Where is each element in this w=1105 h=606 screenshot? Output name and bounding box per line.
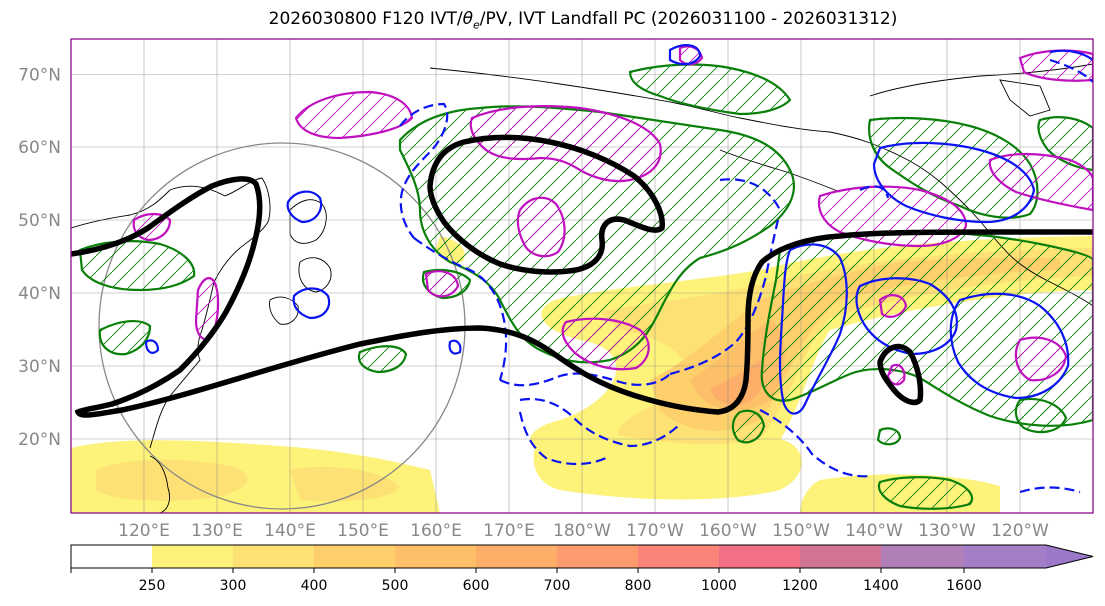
lon-label: 130°E: [191, 521, 243, 541]
colorbar-tick-label: 1600: [946, 578, 982, 594]
lon-label: 120°W: [991, 521, 1049, 541]
colorbar-segment: [476, 545, 557, 568]
lon-label: 140°W: [845, 521, 903, 541]
map-plot-area: [71, 39, 1093, 513]
lat-labels: 70°N 60°N 50°N 40°N 30°N 20°N: [18, 66, 61, 451]
colorbar-tick-label: 800: [625, 578, 652, 594]
colorbar-tick-label: 250: [139, 578, 166, 594]
colorbar-segment: [719, 545, 800, 568]
colorbar-tick-labels: 250 300 400 500 600 700 800 1000 1200 14…: [139, 578, 982, 594]
colorbar-tick-label: 1200: [782, 578, 818, 594]
colorbar-segment: [881, 545, 964, 568]
blue-dashed-contours: [399, 58, 1093, 494]
colorbar-segment: [71, 545, 152, 568]
page-title: 2026030800 F120 IVT/θe/PV, IVT Landfall …: [268, 9, 898, 32]
lon-label: 170°W: [626, 521, 684, 541]
colorbar-segment: [638, 545, 719, 568]
colorbar-segment: [557, 545, 638, 568]
colorbar-segment: [800, 545, 881, 568]
colorbar-extend-arrow: [1046, 545, 1093, 568]
blue-contours: [144, 44, 1093, 415]
colorbar-tick-label: 1000: [701, 578, 737, 594]
lon-label: 160°W: [699, 521, 757, 541]
colorbar: 250 300 400 500 600 700 800 1000 1200 14…: [70, 544, 1094, 594]
lon-label: 150°E: [337, 521, 389, 541]
lat-label: 30°N: [18, 357, 61, 377]
colorbar-segment: [152, 545, 233, 568]
colorbar-segment: [964, 545, 1046, 568]
lon-label: 120°E: [118, 521, 170, 541]
lon-label: 160°E: [410, 521, 462, 541]
colorbar-tick-label: 700: [544, 578, 571, 594]
colorbar-ticks: [70, 568, 965, 573]
lon-label: 130°W: [918, 521, 976, 541]
lat-label: 60°N: [18, 138, 61, 158]
colorbar-segment: [314, 545, 395, 568]
colorbar-segment: [233, 545, 314, 568]
lat-label: 40°N: [18, 284, 61, 304]
lon-label: 170°E: [483, 521, 535, 541]
lon-label: 180°W: [553, 521, 611, 541]
map-frame: [70, 38, 1094, 514]
lon-label: 140°E: [264, 521, 316, 541]
colorbar-frame: [70, 544, 1094, 569]
lon-labels: 120°E 130°E 140°E 150°E 160°E 170°E 180°…: [118, 521, 1049, 541]
colorbar-tick-label: 600: [463, 578, 490, 594]
thick-black-contours: [71, 134, 1093, 418]
lat-label: 70°N: [18, 66, 61, 86]
colorbar-segment: [395, 545, 476, 568]
lon-label: 150°W: [772, 521, 830, 541]
lat-label: 50°N: [18, 211, 61, 231]
colorbar-tick-label: 1400: [863, 578, 899, 594]
green-contours: [78, 63, 1093, 510]
colorbar-tick-label: 300: [220, 578, 247, 594]
lat-label: 20°N: [18, 430, 61, 450]
colorbar-tick-label: 500: [382, 578, 409, 594]
colorbar-tick-label: 400: [301, 578, 328, 594]
